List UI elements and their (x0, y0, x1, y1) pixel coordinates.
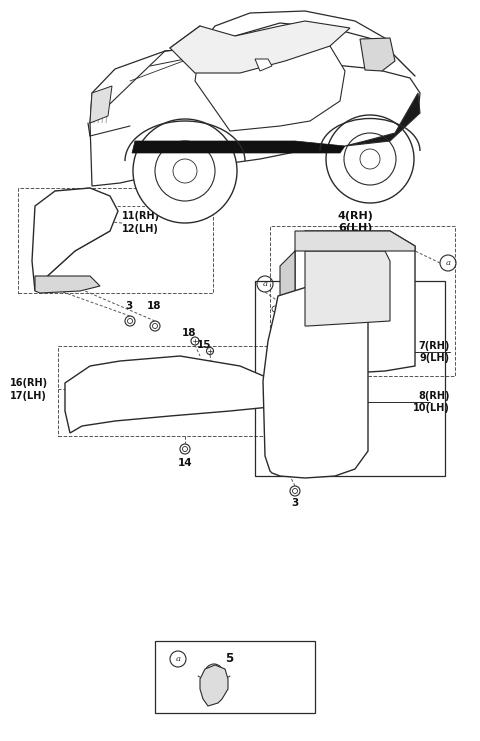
Text: 10(LH): 10(LH) (413, 403, 450, 413)
Bar (18, 188, 213, 293)
Polygon shape (195, 46, 345, 131)
Text: 14: 14 (178, 458, 192, 468)
Polygon shape (35, 276, 100, 293)
Text: 3: 3 (291, 498, 299, 508)
Text: 18: 18 (147, 301, 161, 311)
Polygon shape (200, 665, 228, 706)
Polygon shape (295, 231, 415, 376)
Polygon shape (295, 231, 415, 251)
Bar (255, 281, 445, 476)
Text: 3: 3 (125, 301, 132, 311)
Polygon shape (255, 59, 272, 71)
Text: 5: 5 (225, 653, 233, 665)
Polygon shape (132, 141, 345, 153)
Polygon shape (305, 251, 390, 326)
Circle shape (133, 119, 237, 223)
Bar (347, 389, 365, 417)
Polygon shape (263, 286, 368, 478)
Polygon shape (345, 93, 420, 146)
Text: 9(LH): 9(LH) (420, 353, 450, 363)
Text: 16(RH): 16(RH) (10, 378, 48, 388)
Text: 6(LH): 6(LH) (338, 223, 372, 233)
Polygon shape (32, 188, 118, 291)
Text: a: a (263, 280, 267, 288)
Polygon shape (90, 46, 420, 186)
Polygon shape (280, 251, 295, 371)
Text: 1: 1 (300, 391, 307, 401)
Text: 7(RH): 7(RH) (419, 341, 450, 351)
Polygon shape (360, 38, 395, 71)
Bar (155, 641, 315, 713)
Text: 15: 15 (197, 340, 212, 350)
Text: 17(LH): 17(LH) (10, 391, 47, 401)
Bar (58, 346, 293, 436)
Text: 2: 2 (323, 394, 330, 404)
Text: 4(RH): 4(RH) (338, 211, 374, 221)
Circle shape (326, 115, 414, 203)
Text: 8(RH): 8(RH) (419, 391, 450, 401)
Polygon shape (170, 21, 350, 73)
Text: a: a (445, 259, 451, 267)
Bar (270, 226, 455, 376)
Text: a: a (176, 655, 180, 663)
Text: 13: 13 (174, 201, 189, 211)
Text: 11(RH): 11(RH) (122, 211, 160, 221)
Text: 18: 18 (182, 328, 196, 338)
Text: 12(LH): 12(LH) (122, 224, 159, 234)
Polygon shape (65, 356, 290, 433)
Bar (345, 387, 367, 419)
Polygon shape (200, 11, 390, 46)
Polygon shape (90, 86, 112, 123)
